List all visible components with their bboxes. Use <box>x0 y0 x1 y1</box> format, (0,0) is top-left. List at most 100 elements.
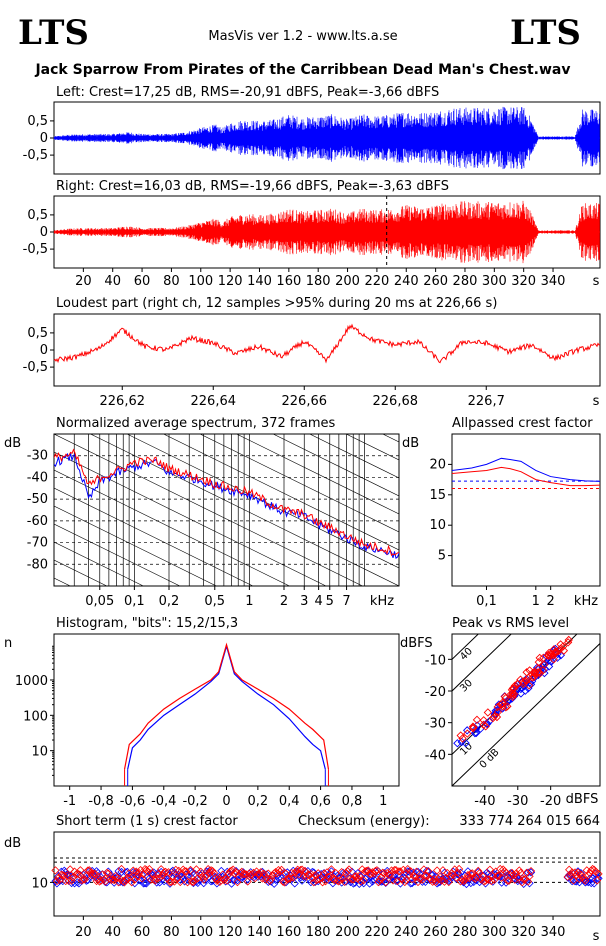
short-crest-point-right <box>446 872 455 881</box>
peak-rms-point-left <box>521 686 530 695</box>
left-wave-ytick-label: -0,5 <box>23 148 48 163</box>
short-crest-point-right <box>522 868 531 878</box>
spectrum-xtick-label: 7 <box>342 594 350 609</box>
checksum-value: 333 774 264 015 664 <box>459 814 600 829</box>
short-crest-point-left <box>293 867 302 876</box>
short-crest-point-right <box>591 867 600 876</box>
peak-rms-frame <box>451 633 601 787</box>
short-crest-xtick-label: 320 <box>511 925 536 940</box>
spectrum-slope-line <box>54 505 218 586</box>
short-crest-point-right <box>127 878 136 887</box>
short-crest-xtick-label: 40 <box>104 925 121 940</box>
histogram-ylabel: n <box>4 636 12 651</box>
short-crest-point-right <box>497 873 506 882</box>
short-crest-point-right <box>267 875 276 884</box>
histogram-title: Histogram, "bits": 15,2/15,3 <box>56 616 238 631</box>
short-crest-point-right <box>408 875 417 884</box>
short-crest-point-right <box>372 866 382 875</box>
spectrum-slope-line <box>54 541 144 586</box>
left-wave-title: Left: Crest=17,25 dB, RMS=-20,91 dBFS, P… <box>56 85 439 100</box>
short-crest-point-right <box>358 865 367 874</box>
allpass-ytick-label: 5 <box>438 549 446 564</box>
allpass-ytick-label: 10 <box>429 518 446 533</box>
short-crest-point-right <box>479 877 489 886</box>
right-wave-xtick-label: 80 <box>163 274 180 289</box>
right-wave-xtick-label: 220 <box>364 274 389 289</box>
allpass-xtick-label: 0,1 <box>476 594 497 609</box>
short-crest-point-right <box>149 875 158 884</box>
peak-rms-point-right <box>522 668 531 677</box>
peak-rms-point-right <box>500 692 510 701</box>
short-crest-xtick-label: 240 <box>394 925 419 940</box>
peak-rms-point-right <box>544 648 554 658</box>
short-crest-point-right <box>475 868 484 878</box>
short-crest-point-left <box>142 879 151 888</box>
allpass-title: Allpassed crest factor <box>452 416 593 431</box>
loudest-xtick-label: 226,66 <box>282 394 328 409</box>
short-crest-point-right <box>76 866 85 875</box>
short-crest-point-right <box>403 864 412 874</box>
short-crest-point-right <box>588 864 597 874</box>
short-crest-point-right <box>202 871 211 880</box>
spectrum-ytick-label: -70 <box>27 536 48 551</box>
short-crest-point-right <box>277 865 286 874</box>
short-crest-point-right <box>526 866 536 876</box>
short-crest-point-right <box>297 865 307 874</box>
spectrum-xtick-label: 0,1 <box>124 594 145 609</box>
short-crest-xtick-label: 100 <box>188 925 213 940</box>
short-crest-point-right <box>371 866 380 876</box>
short-crest-point-right <box>484 875 493 884</box>
loudest-frame <box>53 313 601 387</box>
short-crest-point-left <box>497 878 506 887</box>
short-crest-point-right <box>386 870 395 879</box>
peak-rms-point-right <box>456 731 465 740</box>
short-crest-point-right <box>148 868 157 878</box>
short-crest-point-right <box>308 873 317 883</box>
peak-rms-point-right <box>508 684 517 693</box>
spectrum-ytick-label: -50 <box>27 492 48 507</box>
peak-rms-xtick-label: -30 <box>507 794 528 809</box>
short-crest-point-right <box>454 864 464 874</box>
short-crest-point-right <box>493 871 502 880</box>
spectrum-xtick-label: 3 <box>300 594 308 609</box>
short-crest-xtick-label: 200 <box>335 925 360 940</box>
short-crest-point-left <box>592 873 602 883</box>
short-crest-point-right <box>419 865 428 874</box>
short-crest-point-left <box>228 875 238 885</box>
peak-rms-point-right <box>556 644 565 653</box>
short-crest-point-left <box>324 875 333 884</box>
spectrum-slope-line <box>126 434 399 569</box>
short-crest-point-left <box>220 874 229 883</box>
short-crest-xtick-label: 80 <box>163 925 180 940</box>
short-crest-point-right <box>340 877 349 887</box>
short-crest-point-right <box>402 875 411 885</box>
short-crest-point-left <box>140 879 150 888</box>
short-crest-point-right <box>440 877 449 886</box>
peak-rms-point-right <box>503 702 512 711</box>
spectrum-slope-line <box>199 434 399 533</box>
histogram-xtick-label: 0,8 <box>342 794 363 809</box>
spectrum-slope-line <box>54 632 399 802</box>
short-crest-point-left <box>159 877 169 886</box>
short-crest-point-right <box>331 869 340 878</box>
short-crest-point-right <box>173 874 182 883</box>
short-crest-xtick-label: 300 <box>482 925 507 940</box>
short-crest-point-right <box>221 873 230 882</box>
short-crest-point-right <box>463 871 473 880</box>
short-crest-xtick-label: 20 <box>75 925 92 940</box>
spectrum-ytick-label: -60 <box>27 514 48 529</box>
spectrum-title: Normalized average spectrum, 372 frames <box>56 416 335 431</box>
short-crest-point-right <box>74 870 84 879</box>
peak-rms-xlabel: dBFS <box>566 792 599 807</box>
spectrum-xlabel: kHz <box>370 594 394 609</box>
spectrum-xtick-label: 5 <box>326 594 334 609</box>
peak-rms-diagonal-label: 40 <box>458 646 475 663</box>
short-crest-xlabel: s <box>593 929 600 944</box>
short-crest-xtick-label: 260 <box>423 925 448 940</box>
short-crest-point-right <box>565 865 574 874</box>
short-crest-xtick-label: 140 <box>247 925 272 940</box>
spectrum-ytick-label: -40 <box>27 470 48 485</box>
short-crest-point-right <box>187 877 197 886</box>
histogram-series-left <box>127 644 326 770</box>
right-wave-xtick-label: 180 <box>306 274 331 289</box>
